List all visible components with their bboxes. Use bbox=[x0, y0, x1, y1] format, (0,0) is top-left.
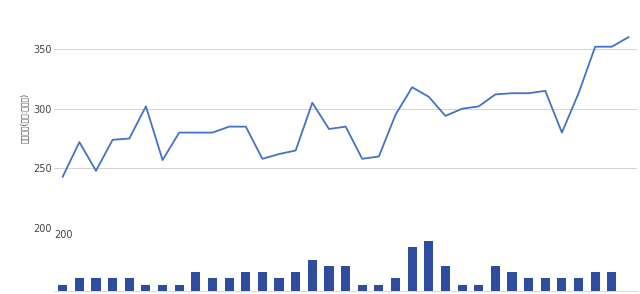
Bar bbox=[591, 272, 600, 291]
Bar bbox=[291, 272, 300, 291]
Text: 200: 200 bbox=[54, 230, 73, 240]
Bar bbox=[208, 278, 217, 291]
Bar bbox=[158, 285, 167, 291]
Bar bbox=[408, 247, 417, 291]
Bar bbox=[574, 278, 583, 291]
Bar bbox=[358, 285, 367, 291]
Bar bbox=[607, 272, 616, 291]
Bar bbox=[374, 285, 383, 291]
Bar bbox=[141, 285, 150, 291]
Bar bbox=[508, 272, 516, 291]
Bar bbox=[491, 266, 500, 291]
Y-axis label: 거래금액(단위:백만원): 거래금액(단위:백만원) bbox=[20, 93, 29, 143]
Bar bbox=[108, 278, 117, 291]
Bar bbox=[474, 285, 483, 291]
Bar bbox=[258, 272, 267, 291]
Bar bbox=[441, 266, 450, 291]
Bar bbox=[125, 278, 134, 291]
Bar bbox=[424, 240, 433, 291]
Bar bbox=[541, 278, 550, 291]
Bar bbox=[557, 278, 566, 291]
Bar bbox=[175, 285, 184, 291]
Bar bbox=[458, 285, 467, 291]
Bar bbox=[92, 278, 100, 291]
Bar bbox=[341, 266, 350, 291]
Bar bbox=[324, 266, 333, 291]
Bar bbox=[308, 260, 317, 291]
Bar bbox=[391, 278, 400, 291]
Bar bbox=[275, 278, 284, 291]
Bar bbox=[75, 278, 84, 291]
Bar bbox=[191, 272, 200, 291]
Bar bbox=[225, 278, 234, 291]
Bar bbox=[58, 285, 67, 291]
Bar bbox=[241, 272, 250, 291]
Bar bbox=[524, 278, 533, 291]
